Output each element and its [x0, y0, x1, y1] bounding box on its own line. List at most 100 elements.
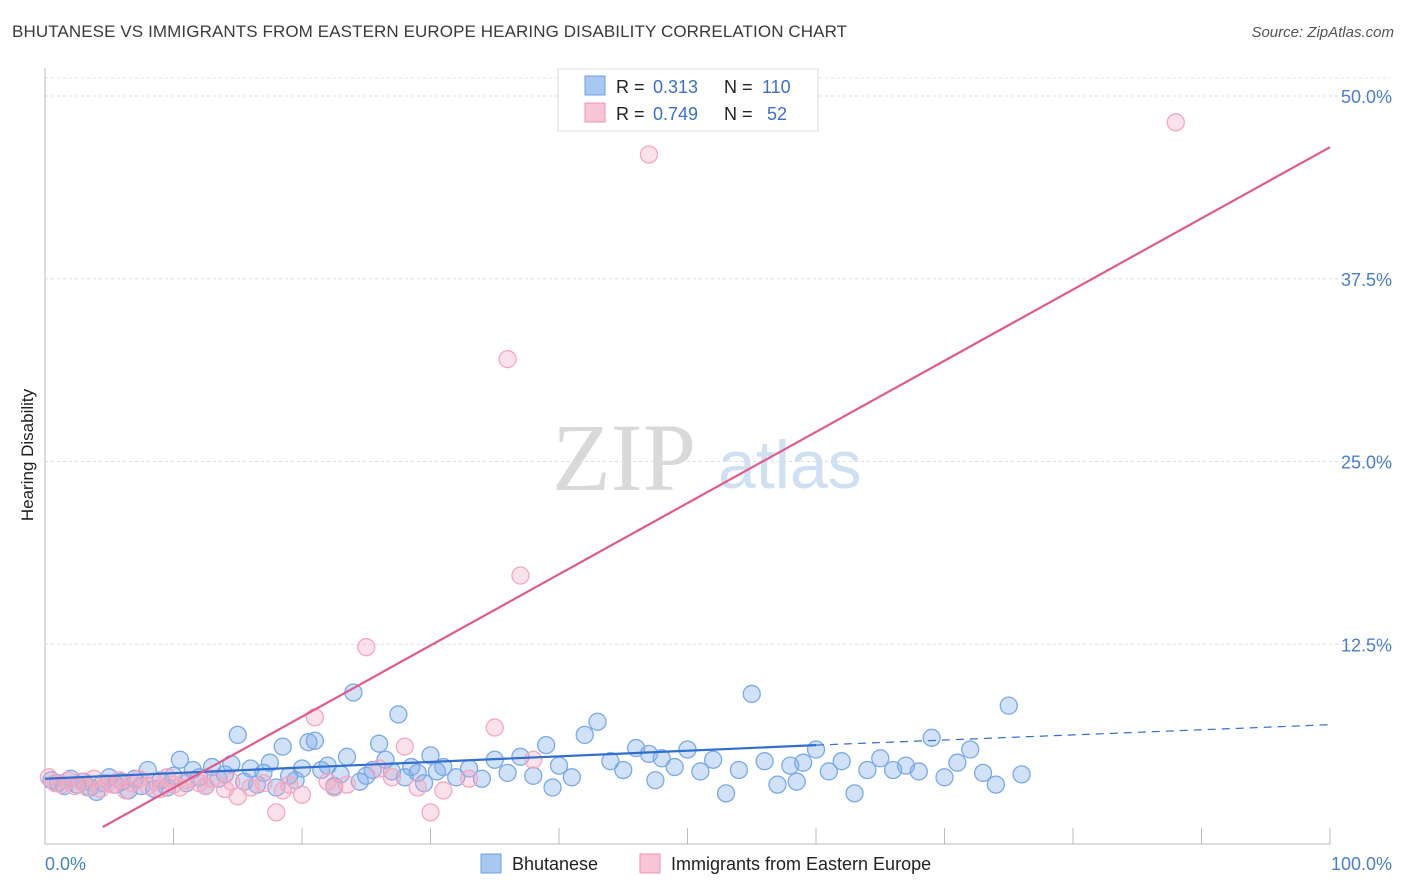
eastern-europe-point [382, 768, 402, 787]
eastern-europe-point [639, 145, 659, 164]
bhutanese-point [614, 760, 633, 780]
x-tick-label-min: 0.0% [45, 854, 86, 874]
bhutanese-point [601, 752, 620, 771]
r-value-1: 0.313 [653, 77, 698, 97]
eastern-europe-point [434, 781, 453, 800]
bhutanese-point [909, 762, 928, 781]
bhutanese-point [562, 768, 581, 787]
eastern-europe-point [459, 769, 479, 788]
legend-swatch-pink [584, 102, 606, 123]
bhutanese-trend-line [44, 744, 817, 780]
bhutanese-point [305, 731, 325, 750]
series-legend: Bhutanese Immigrants from Eastern Europe [480, 853, 931, 874]
bhutanese-point [652, 749, 671, 768]
axes [44, 68, 1331, 845]
r-value-2: 0.749 [653, 104, 698, 124]
data-points [39, 113, 1185, 822]
n-value-1: 110 [762, 77, 791, 97]
bhutanese-point [845, 784, 864, 803]
r-label-2: R = [616, 104, 645, 124]
grid-lines [45, 77, 1390, 645]
eastern-europe-point [511, 566, 530, 585]
bhutanese-point [472, 769, 492, 788]
legend-swatch-blue [584, 75, 606, 96]
eastern-europe-point [395, 737, 414, 756]
bhutanese-point [935, 768, 954, 787]
y-tick-label: 50.0% [1341, 87, 1392, 107]
y-tick-label: 12.5% [1341, 635, 1392, 655]
eastern-europe-point [337, 775, 357, 794]
bhutanese-point [973, 763, 993, 783]
bhutanese-point [794, 753, 813, 772]
eastern-europe-point [524, 750, 543, 769]
eastern-europe-point [279, 775, 299, 794]
n-label-2: N = [724, 104, 753, 124]
eastern-europe-point [170, 778, 190, 797]
bhutanese-point [260, 753, 280, 772]
bhutanese-point [986, 775, 1006, 794]
bhutanese-point [575, 725, 594, 745]
bhutanese-point [421, 746, 440, 765]
eastern-europe-point [202, 769, 222, 788]
eastern-europe-point [292, 785, 312, 804]
bhutanese-point [273, 737, 292, 756]
r-label-1: R = [616, 77, 645, 97]
eastern-europe-point [357, 638, 376, 657]
bhutanese-point [729, 760, 749, 780]
watermark-zip: ZIP [552, 404, 696, 511]
chart-title: BHUTANESE VS IMMIGRANTS FROM EASTERN EUR… [12, 22, 848, 41]
bhutanese-point [787, 772, 806, 791]
bhutanese-point [704, 750, 723, 769]
bhutanese-point [1012, 765, 1031, 784]
bhutanese-point [646, 771, 665, 790]
eastern-europe-point [1166, 113, 1185, 132]
bhutanese-point [665, 757, 684, 777]
eastern-europe-point [196, 776, 215, 796]
bottom-legend-swatch-pink [639, 853, 661, 874]
y-axis-label: Hearing Disability [18, 388, 37, 521]
eastern-europe-point [116, 781, 136, 800]
eastern-europe-point [305, 708, 325, 727]
y-tick-label: 37.5% [1341, 270, 1392, 290]
bhutanese-point [543, 778, 562, 797]
eastern-europe-point [408, 778, 427, 797]
trend-lines [44, 146, 1331, 828]
bhutanese-point [524, 766, 543, 785]
bottom-legend-swatch-blue [480, 853, 502, 874]
bhutanese-point [389, 705, 408, 724]
y-tick-label: 25.0% [1341, 453, 1392, 473]
x-tick-label-max: 100.0% [1331, 854, 1392, 874]
bhutanese-point [948, 753, 967, 772]
bhutanese-point [742, 684, 761, 704]
watermark-atlas: atlas [718, 427, 862, 503]
stats-legend: R = 0.313 N = 110 R = 0.749 N = 52 [557, 68, 819, 132]
n-value-2: 52 [762, 104, 787, 124]
bhutanese-point [961, 740, 980, 759]
eastern-europe-trend-line [102, 146, 1331, 828]
bhutanese-point [434, 757, 453, 777]
eastern-europe-point [498, 350, 517, 369]
eastern-europe-point [485, 718, 504, 737]
bhutanese-point [716, 784, 736, 803]
bhutanese-point [170, 750, 190, 769]
bhutanese-point [806, 740, 826, 759]
tick-labels: 12.5% 25.0% 37.5% 50.0% 0.0% 100.0% [45, 87, 1392, 874]
bhutanese-point [228, 725, 247, 745]
bhutanese-point [922, 728, 941, 747]
bhutanese-point [498, 763, 517, 783]
n-label-1: N = [724, 77, 753, 97]
bhutanese-point [871, 749, 890, 768]
eastern-europe-point [421, 803, 440, 822]
bhutanese-point [537, 735, 556, 755]
source-label: Source: ZipAtlas.com [1251, 24, 1394, 41]
bhutanese-point [999, 696, 1018, 715]
bhutanese-point [369, 734, 389, 753]
bhutanese-point [588, 712, 607, 731]
bottom-legend-label-1: Bhutanese [512, 854, 598, 874]
bhutanese-point [819, 762, 838, 781]
bottom-legend-label-2: Immigrants from Eastern Europe [671, 854, 931, 874]
bhutanese-trend-extension [815, 724, 1331, 746]
bhutanese-point [755, 752, 774, 771]
bhutanese-point [832, 752, 851, 771]
